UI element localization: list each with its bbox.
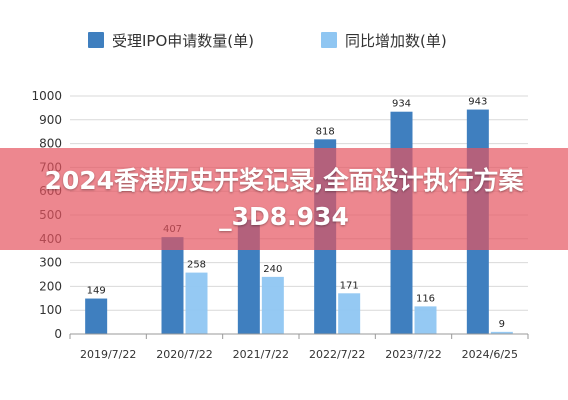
data-label-yoy: 240 — [263, 264, 282, 275]
y-tick-label: 0 — [54, 327, 62, 341]
y-tick-label: 700 — [39, 160, 62, 174]
y-axis-ticks: 0 100 200 300 400 500 600 700 800 900 1000 — [31, 89, 62, 341]
data-label-ipo: 818 — [316, 126, 335, 137]
data-label-ipo: 149 — [87, 286, 106, 297]
y-tick-label: 300 — [39, 256, 62, 270]
bar-ipo — [466, 109, 489, 334]
x-tick-label: 2021/7/22 — [233, 348, 289, 361]
legend: 受理IPO申请数量(单) 同比增加数(单) — [88, 32, 447, 50]
data-label-ipo: 934 — [392, 99, 411, 110]
y-tick-label: 400 — [39, 232, 62, 246]
y-tick-label: 100 — [39, 303, 62, 317]
bar-yoy — [414, 306, 437, 334]
bar-yoy — [490, 331, 513, 334]
legend-swatch-yoy — [321, 32, 337, 48]
x-tick-label: 2020/7/22 — [156, 348, 212, 361]
data-labels: 149 407 258 240 818 171 934 116 943 9 — [87, 97, 505, 330]
bar-yoy — [261, 276, 284, 334]
y-tick-label: 900 — [39, 113, 62, 127]
data-label-yoy: 258 — [187, 260, 206, 271]
x-tick-label: 2022/7/22 — [309, 348, 365, 361]
data-label-ipo: 407 — [163, 224, 182, 235]
data-label-ipo: 943 — [468, 97, 487, 108]
x-tick-label: 2024/6/25 — [462, 348, 518, 361]
grid — [70, 95, 528, 335]
data-label-yoy: 171 — [340, 280, 359, 291]
bar-yoy — [338, 293, 361, 334]
x-tick-label: 2019/7/22 — [80, 348, 136, 361]
y-tick-label: 200 — [39, 279, 62, 293]
y-tick-label: 1000 — [31, 89, 62, 103]
bar-ipo — [237, 219, 260, 334]
data-label-yoy: 116 — [416, 293, 435, 304]
data-label-yoy: 9 — [499, 319, 505, 330]
x-axis: 2019/7/22 2020/7/22 2021/7/22 2022/7/22 2023… — [69, 333, 529, 361]
bar-yoy — [185, 272, 208, 334]
bar-ipo — [314, 139, 337, 334]
y-tick-label: 600 — [39, 184, 62, 198]
y-tick-label: 800 — [39, 137, 62, 151]
y-tick-label: 500 — [39, 208, 62, 222]
legend-label-ipo: 受理IPO申请数量(单) — [112, 32, 254, 50]
bar-ipo — [161, 237, 184, 334]
bar-ipo — [85, 298, 108, 334]
legend-label-yoy: 同比增加数(单) — [345, 32, 447, 50]
legend-swatch-ipo — [88, 32, 104, 48]
bar-ipo — [390, 111, 413, 334]
x-tick-label: 2023/7/22 — [385, 348, 441, 361]
